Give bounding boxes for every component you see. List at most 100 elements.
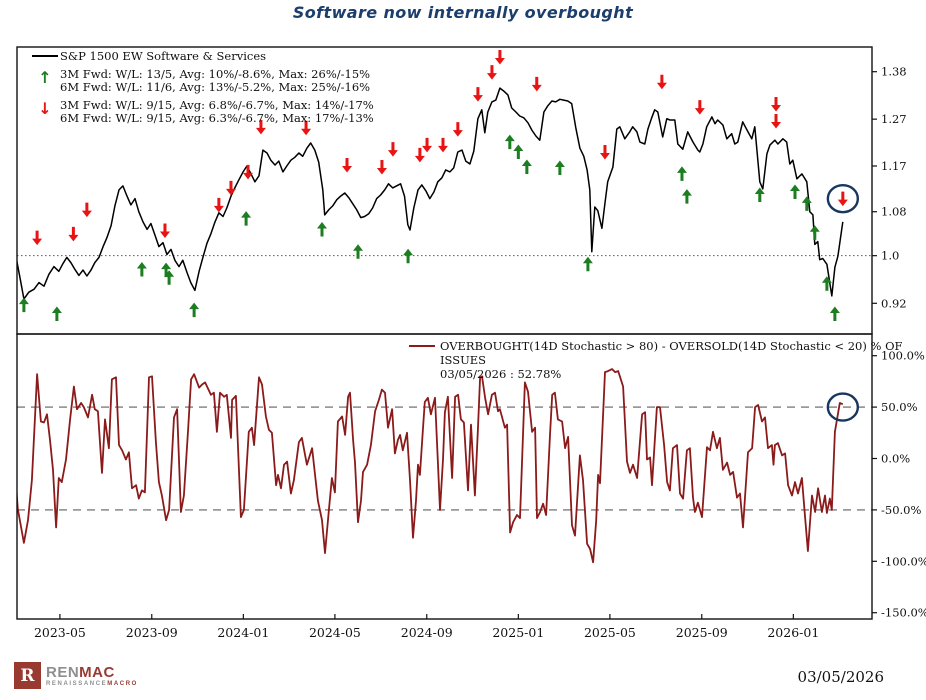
sell-signal-arrow <box>32 230 43 246</box>
price-y-tick-label: 1.0 <box>881 249 899 263</box>
x-tick-label: 2025-09 <box>676 625 728 640</box>
legend-row-buy: ↑ 3M Fwd: W/L: 13/5, Avg: 10%/-8.6%, Max… <box>30 68 374 94</box>
buy-signal-arrow <box>136 262 147 277</box>
sell-signal-arrow <box>599 145 610 160</box>
price-line <box>17 87 844 300</box>
sell-signal-arrow <box>437 137 448 153</box>
x-tick-label: 2023-09 <box>126 625 178 640</box>
sell-signal-arrow <box>414 147 425 163</box>
price-y-tick-label: 1.08 <box>881 205 907 219</box>
x-tick-label: 2023-05 <box>34 625 86 640</box>
sell-signal-arrow <box>486 65 497 80</box>
sell-signal-arrow <box>694 100 705 115</box>
price-series-label: S&P 1500 EW Software & Services <box>60 49 267 63</box>
renmac-logo-subtitle: RENAISSANCEMACRO <box>46 681 138 687</box>
sell-signal-arrow <box>837 191 848 207</box>
sell-signal-arrow <box>81 202 92 218</box>
bottom-panel-legend: OVERBOUGHT(14D Stochastic > 80) - OVERSO… <box>404 339 926 381</box>
buy-signal-arrow <box>161 262 172 278</box>
buy-stats-3m: 3M Fwd: W/L: 13/5, Avg: 10%/-8.6%, Max: … <box>60 67 371 81</box>
oscillator-y-tick-label: -100.0% <box>881 554 926 568</box>
sell-signal-arrow <box>771 97 782 112</box>
x-tick-label: 2026-01 <box>767 625 819 640</box>
sell-stats-3m: 3M Fwd: W/L: 9/15, Avg: 6.8%/-6.7%, Max:… <box>60 98 374 112</box>
sell-signal-arrow <box>159 223 170 239</box>
oscillator-series-label: OVERBOUGHT(14D Stochastic > 80) - OVERSO… <box>440 339 903 367</box>
price-line-swatch <box>32 55 58 57</box>
x-tick-label: 2024-05 <box>309 625 361 640</box>
bottom-highlight-circle <box>826 392 860 422</box>
x-tick-label: 2024-01 <box>217 625 269 640</box>
sell-signal-arrow <box>255 119 266 135</box>
renmac-logo: R RENMAC RENAISSANCEMACRO <box>14 662 138 689</box>
buy-signal-arrow <box>504 134 515 150</box>
buy-signal-arrow <box>676 166 687 181</box>
buy-signal-arrow <box>754 187 765 203</box>
sell-signal-arrow <box>387 142 398 157</box>
sell-signal-arrow <box>301 120 312 136</box>
bottom-panel-frame <box>16 333 873 620</box>
sell-signal-arrow <box>771 113 782 129</box>
page-title: Software now internally overbought <box>292 3 634 22</box>
oscillator-y-tick-label: 0.0% <box>881 452 910 466</box>
buy-signal-arrow <box>821 276 832 291</box>
buy-signal-arrow <box>18 297 29 313</box>
oscillator-last-value: 03/05/2026 : 52.78% <box>440 367 562 381</box>
buy-signal-arrow <box>829 306 840 321</box>
sell-signal-arrow <box>342 158 353 173</box>
sell-signal-arrow <box>213 197 224 213</box>
buy-signal-arrow <box>189 302 200 318</box>
buy-signal-arrow <box>582 256 593 272</box>
x-tick-label: 2025-05 <box>584 625 636 640</box>
x-tick-label: 2025-01 <box>492 625 544 640</box>
logo-subtext-renaissance: RENAISSANCE <box>46 680 108 687</box>
sell-signal-arrow <box>376 159 387 175</box>
sell-stats-6m: 6M Fwd: W/L: 9/15, Avg: 6.3%/-6.7%, Max:… <box>60 111 374 125</box>
buy-signal-arrow <box>241 211 252 226</box>
oscillator-y-tick-label: -150.0% <box>881 606 926 620</box>
logo-text-ren: REN <box>46 663 80 681</box>
top-panel-legend: S&P 1500 EW Software & Services ↑ 3M Fwd… <box>30 50 374 130</box>
sell-arrow-icon: ↓ <box>38 99 52 118</box>
buy-arrow-icon: ↑ <box>38 68 52 87</box>
price-y-tick-label: 1.38 <box>881 65 907 79</box>
legend-row-sell: ↓ 3M Fwd: W/L: 9/15, Avg: 6.8%/-6.7%, Ma… <box>30 98 374 125</box>
oscillator-y-tick-label: 100.0% <box>881 349 925 363</box>
renmac-logo-mark: R <box>14 662 41 689</box>
price-y-tick-label: 1.27 <box>881 112 907 126</box>
buy-signal-arrow <box>789 184 800 199</box>
sell-signal-arrow <box>422 137 433 153</box>
logo-subtext-macro: MACRO <box>107 680 138 687</box>
sell-signal-arrow <box>243 164 254 180</box>
oscillator-y-tick-label: -50.0% <box>881 503 921 517</box>
sell-signal-arrow <box>225 180 236 196</box>
buy-signal-arrow <box>513 144 524 160</box>
sell-signal-arrow <box>68 226 79 242</box>
sell-signal-arrow <box>472 87 483 102</box>
report-date: 03/05/2026 <box>797 668 884 686</box>
sell-signal-arrow <box>531 76 542 92</box>
buy-signal-arrow <box>353 244 364 259</box>
logo-text-mac: MAC <box>79 663 115 681</box>
buy-signal-arrow <box>554 160 565 175</box>
sell-signal-arrow <box>656 74 667 90</box>
buy-signal-arrow <box>801 196 812 211</box>
oscillator-line <box>17 368 844 564</box>
buy-stats-6m: 6M Fwd: W/L: 11/6, Avg: 13%/-5.2%, Max: … <box>60 80 371 94</box>
buy-signal-arrow <box>521 159 532 174</box>
buy-signal-arrow <box>51 306 62 321</box>
sell-signal-arrow <box>452 122 463 137</box>
oscillator-line-swatch <box>409 345 435 347</box>
top-highlight-circle <box>826 183 860 214</box>
oscillator-y-tick-label: 50.0% <box>881 400 918 414</box>
buy-signal-arrow <box>403 248 414 264</box>
sell-signal-arrow <box>494 49 505 65</box>
buy-signal-arrow <box>809 225 820 240</box>
buy-signal-arrow <box>316 221 327 237</box>
buy-signal-arrow <box>164 270 175 285</box>
price-y-tick-label: 0.92 <box>881 296 907 310</box>
x-tick-label: 2024-09 <box>401 625 453 640</box>
legend-row-price: S&P 1500 EW Software & Services <box>30 50 374 63</box>
